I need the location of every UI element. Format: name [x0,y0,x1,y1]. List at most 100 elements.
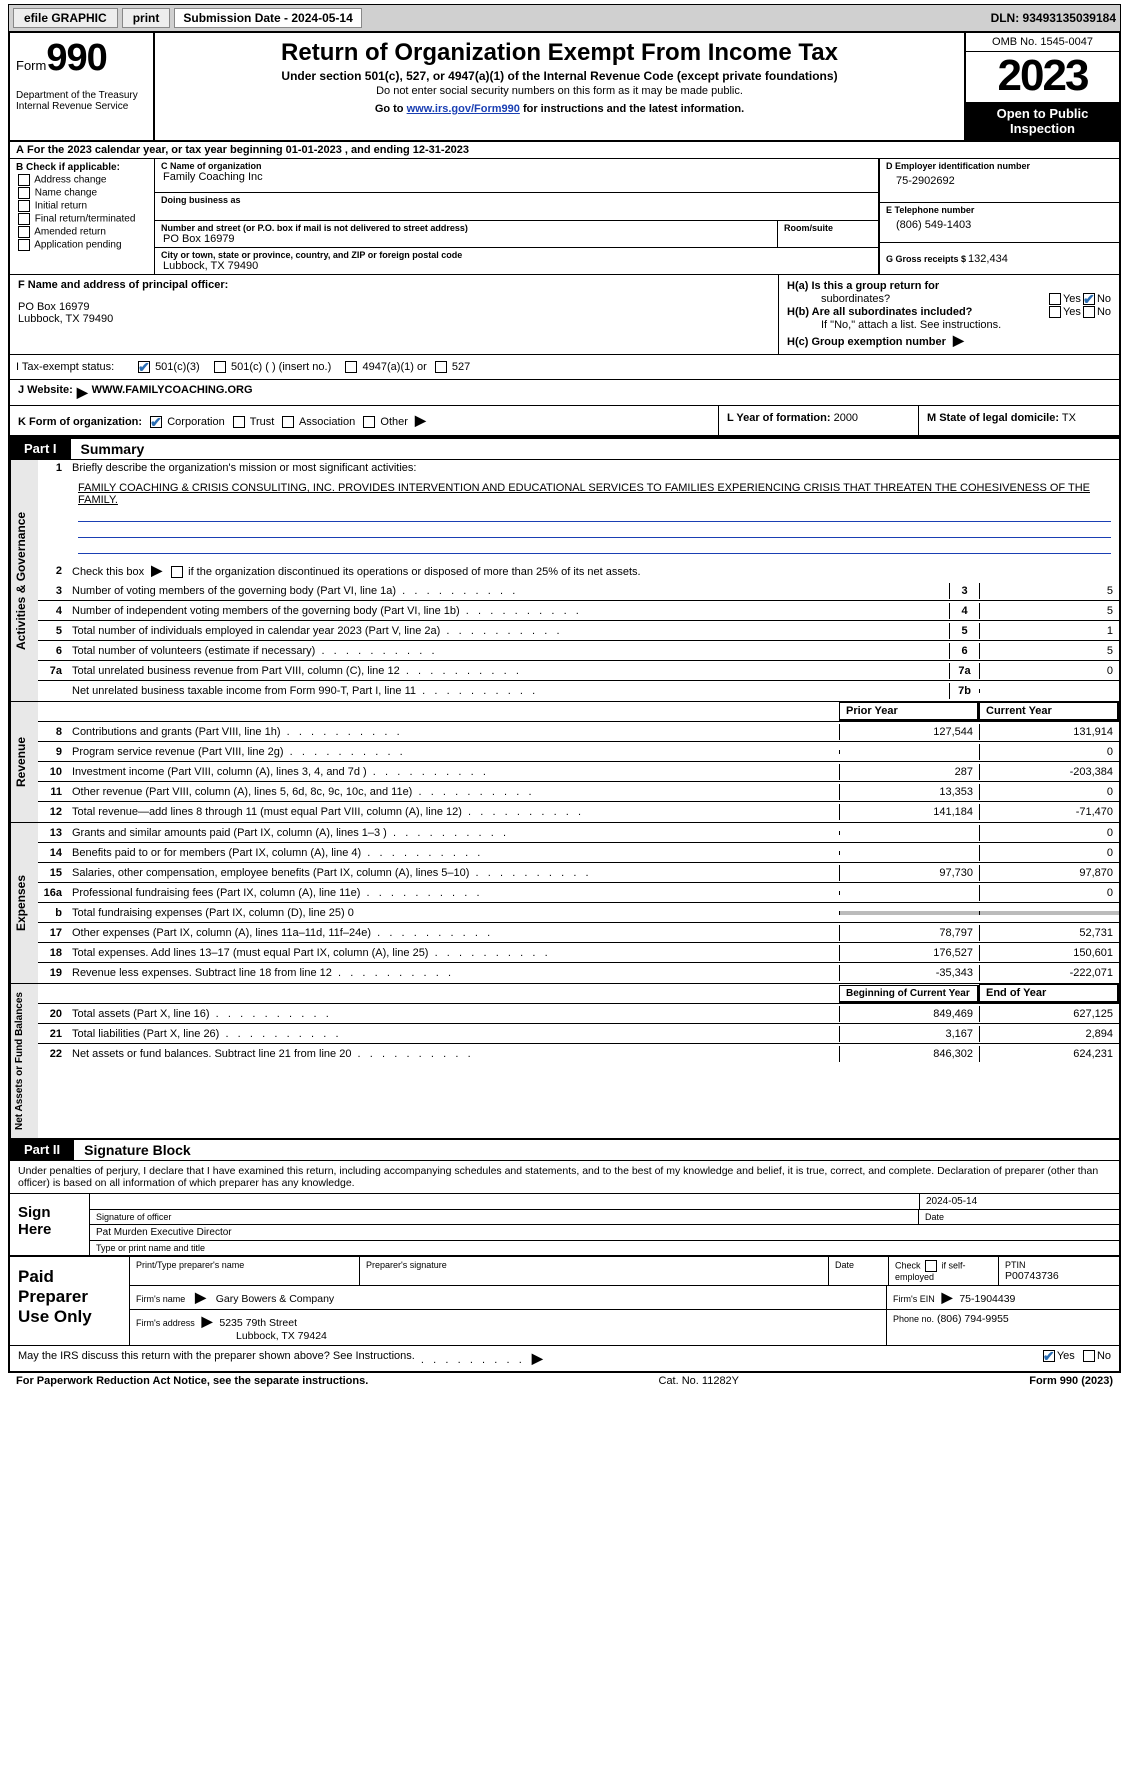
summary-line: 16aProfessional fundraising fees (Part I… [38,883,1119,903]
form-footer: Form 990 (2023) [1029,1375,1113,1387]
other-checkbox[interactable] [363,416,375,428]
hc-label: H(c) Group exemption number [787,336,946,348]
firm-addr-label: Firm's address [136,1318,195,1328]
assoc-label: Association [299,416,355,428]
officer-addr2: Lubbock, TX 79490 [18,313,770,325]
phone-label: E Telephone number [886,205,1113,215]
ha2-label: subordinates? [787,293,1047,305]
paid-preparer-label: Paid Preparer Use Only [10,1257,130,1345]
summary-line: 20Total assets (Part X, line 16)849,4696… [38,1004,1119,1024]
527-label: 527 [452,361,470,373]
form-subtitle: Under section 501(c), 527, or 4947(a)(1)… [165,69,954,83]
501c3-checkbox[interactable] [138,361,150,373]
summary-line: 10Investment income (Part VIII, column (… [38,762,1119,782]
cat-no: Cat. No. 11282Y [368,1375,1029,1387]
paperwork-notice: For Paperwork Reduction Act Notice, see … [16,1375,368,1387]
tab-revenue: Revenue [10,702,38,822]
trust-checkbox[interactable] [233,416,245,428]
section-fh: F Name and address of principal officer:… [8,274,1121,354]
summary-line: 12Total revenue—add lines 8 through 11 (… [38,802,1119,822]
section-b-option[interactable]: Address change [16,174,148,186]
501c-checkbox[interactable] [214,361,226,373]
print-button[interactable]: print [122,8,171,28]
discuss-yes: Yes [1057,1350,1075,1367]
no-label: No [1097,293,1111,305]
city-label: City or town, state or province, country… [161,250,872,260]
hb-yes-checkbox[interactable] [1049,306,1061,318]
ha-no-checkbox[interactable] [1083,293,1095,305]
preparer-sig-label: Preparer's signature [366,1260,822,1270]
section-b-option[interactable]: Initial return [16,200,148,212]
tab-governance: Activities & Governance [10,460,38,701]
officer-addr1: PO Box 16979 [18,301,770,313]
phone-value: (806) 549-1403 [886,215,1113,231]
section-b-option[interactable]: Application pending [16,239,148,251]
perjury-statement: Under penalties of perjury, I declare th… [10,1161,1119,1194]
entity-info-grid: B Check if applicable: Address change Na… [8,159,1121,274]
dln-label: DLN: 93493135039184 [991,11,1116,25]
section-b-option[interactable]: Final return/terminated [16,213,148,225]
firm-ein-value: 75-1904439 [959,1293,1015,1305]
mission-text: FAMILY COACHING & CRISIS CONSULITING, IN… [78,482,1111,506]
summary-line: 17Other expenses (Part IX, column (A), l… [38,923,1119,943]
line2-checkbox[interactable] [171,566,183,578]
row-a-taxyear: A For the 2023 calendar year, or tax yea… [8,142,1121,159]
section-b-option[interactable]: Name change [16,187,148,199]
hb-note: If "No," attach a list. See instructions… [787,319,1111,331]
tax-year: 2023 [966,52,1119,102]
form-header: Form990 Department of the Treasury Inter… [8,32,1121,142]
discuss-no-checkbox[interactable] [1083,1350,1095,1362]
submission-date: Submission Date - 2024-05-14 [174,8,361,28]
omb-number: OMB No. 1545-0047 [966,33,1119,52]
domicile-label: M State of legal domicile: [927,412,1059,424]
firm-addr1: 5235 79th Street [219,1317,297,1329]
firm-name-label: Firm's name [136,1294,185,1304]
summary-line: 3Number of voting members of the governi… [38,581,1119,601]
501c-label: 501(c) ( ) (insert no.) [231,361,331,373]
city-value: Lubbock, TX 79490 [161,260,872,272]
efile-button[interactable]: efile GRAPHIC [13,8,118,28]
website-link[interactable]: WWW.FAMILYCOACHING.ORG [92,384,253,401]
irs-label: Internal Revenue Service [16,101,147,112]
preparer-date-label: Date [835,1260,882,1270]
goto-pre: Go to [375,103,407,115]
firm-addr2: Lubbock, TX 79424 [136,1330,327,1342]
firm-ein-label: Firm's EIN [893,1294,935,1304]
ha-yes-checkbox[interactable] [1049,293,1061,305]
summary-line: 11Other revenue (Part VIII, column (A), … [38,782,1119,802]
summary-line: 19Revenue less expenses. Subtract line 1… [38,963,1119,983]
discuss-yes-checkbox[interactable] [1043,1350,1055,1362]
501c3-label: 501(c)(3) [155,361,200,373]
irs-link[interactable]: www.irs.gov/Form990 [407,103,520,115]
officer-name: Pat Murden Executive Director [90,1225,1119,1240]
blank-line [78,508,1111,522]
preparer-name-label: Print/Type preparer's name [136,1260,353,1270]
officer-label: F Name and address of principal officer: [18,279,770,291]
blank-line [78,524,1111,538]
summary-line: 22Net assets or fund balances. Subtract … [38,1044,1119,1064]
527-checkbox[interactable] [435,361,447,373]
firm-phone-label: Phone no. [893,1314,934,1324]
hb-no-checkbox[interactable] [1083,306,1095,318]
4947-checkbox[interactable] [345,361,357,373]
form-org-label: K Form of organization: [18,416,142,428]
hb-label: H(b) Are all subordinates included? [787,306,972,318]
sig-officer-label: Signature of officer [90,1210,919,1224]
assoc-checkbox[interactable] [282,416,294,428]
section-b-option[interactable]: Amended return [16,226,148,238]
section-i: I Tax-exempt status: 501(c)(3) 501(c) ( … [8,354,1121,380]
form-num: 990 [46,37,106,79]
self-employed-checkbox[interactable] [925,1260,937,1272]
summary-line: 5Total number of individuals employed in… [38,621,1119,641]
corp-checkbox[interactable] [150,416,162,428]
street-value: PO Box 16979 [161,233,771,245]
street-label: Number and street (or P.O. box if mail i… [161,223,771,233]
col-prior-year: Prior Year [839,702,979,721]
yes-label2: Yes [1063,306,1081,318]
summary-line: Net unrelated business taxable income fr… [38,681,1119,701]
ptin-value: P00743736 [1005,1270,1113,1282]
sign-here-label: Sign Here [10,1194,90,1255]
open-public: Open to PublicInspection [966,102,1119,140]
ssn-warning: Do not enter social security numbers on … [165,85,954,97]
self-emp-text: Check [895,1260,923,1270]
